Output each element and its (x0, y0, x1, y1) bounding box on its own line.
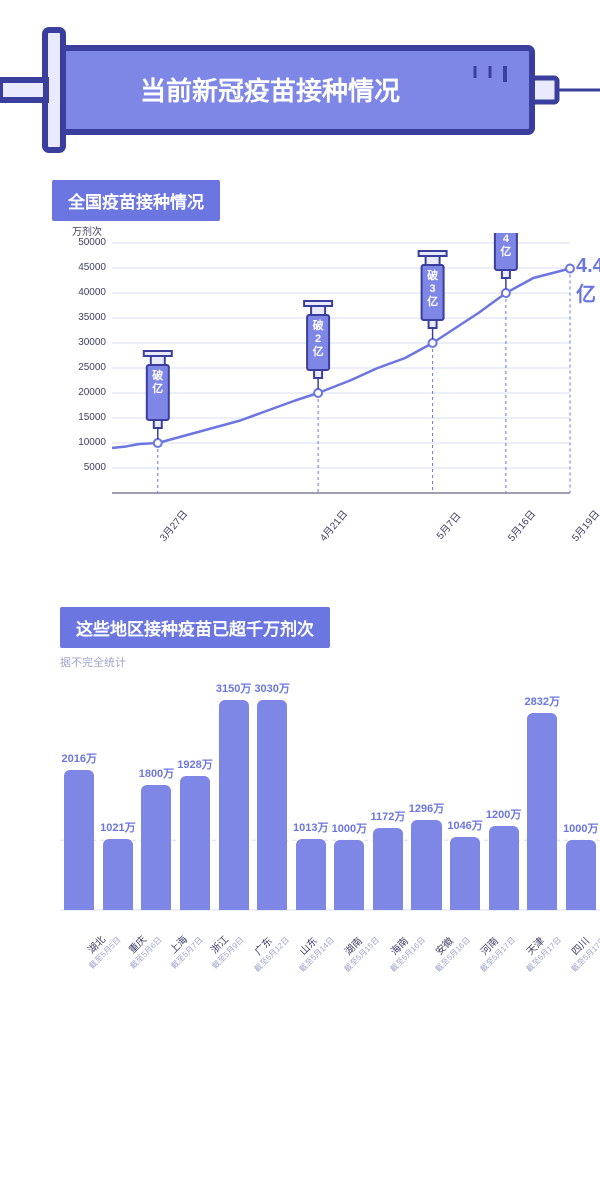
section2-label: 这些地区接种疫苗已超千万剂次 (60, 607, 330, 648)
y-tick-label: 25000 (66, 362, 106, 373)
bar-slot: 1000万 (330, 680, 369, 910)
bar-value-label: 1000万 (332, 820, 367, 836)
y-tick-label: 20000 (66, 387, 106, 398)
svg-text:破: 破 (427, 268, 438, 282)
bar-slot: 1200万 (484, 680, 523, 910)
bar-value-label: 1172万 (370, 808, 405, 824)
bar-value-label: 3030万 (254, 680, 289, 696)
bar-slot: 1296万 (407, 680, 446, 910)
bar (527, 713, 557, 910)
svg-text:破: 破 (313, 318, 324, 332)
page-title: 当前新冠疫苗接种情况 (140, 76, 400, 106)
header-syringe-graphic: 当前新冠疫苗接种情况 (0, 0, 600, 170)
milestone-syringe-icon: 破3亿 (419, 251, 447, 339)
bar (450, 837, 480, 910)
svg-text:亿: 亿 (500, 244, 511, 258)
bar-slot: 2832万 (523, 680, 562, 910)
bar-slot: 1000万 (562, 680, 600, 910)
bar-value-label: 2832万 (524, 693, 559, 709)
regional-bar-chart: 2016万1021万1800万1928万3150万3030万1013万1000万… (60, 680, 600, 1040)
section2-subnote: 据不完全统计 (60, 654, 600, 670)
y-tick-label: 35000 (66, 312, 106, 323)
bar (257, 700, 287, 910)
svg-text:4: 4 (503, 233, 510, 245)
milestone-syringe-icon: 破4亿 (492, 233, 520, 289)
svg-text:亿: 亿 (313, 344, 324, 358)
bar (103, 839, 133, 910)
y-tick-label: 15000 (66, 412, 106, 423)
bar-value-label: 1296万 (409, 800, 444, 816)
bar-value-label: 1046万 (447, 817, 482, 833)
bar (64, 770, 94, 911)
end-value-label: 4.49亿 (576, 255, 600, 307)
milestone-syringe-icon: 破亿 (144, 351, 172, 439)
bar-value-label: 1000万 (563, 820, 598, 836)
y-tick-label: 50000 (66, 237, 106, 248)
bar (566, 840, 596, 910)
svg-text:3: 3 (430, 283, 436, 295)
bar (141, 785, 171, 910)
bar-slot: 1013万 (291, 680, 330, 910)
bar-slot: 3030万 (253, 680, 292, 910)
bar (373, 828, 403, 910)
svg-text:亿: 亿 (152, 381, 163, 395)
bar-x-label: 湖北截至5月5日 (60, 920, 101, 946)
bar-value-label: 2016万 (62, 750, 97, 766)
bar-slot: 1928万 (176, 680, 215, 910)
milestone-syringe-icon: 破2亿 (304, 301, 332, 389)
national-line-chart: 万剂次 破亿破2亿破3亿破4亿 4.49亿 500010000150002000… (60, 227, 580, 567)
y-tick-label: 40000 (66, 287, 106, 298)
header: 当前新冠疫苗接种情况 (0, 0, 600, 170)
bar (296, 839, 326, 910)
y-tick-label: 45000 (66, 262, 106, 273)
bar-value-label: 1928万 (177, 756, 212, 772)
bar-value-label: 3150万 (216, 680, 251, 696)
bar-slot: 1021万 (99, 680, 138, 910)
bar (219, 700, 249, 910)
bar (180, 776, 210, 910)
svg-text:破: 破 (152, 368, 163, 382)
y-tick-label: 30000 (66, 337, 106, 348)
bar-slot: 1172万 (369, 680, 408, 910)
bar-value-label: 1021万 (100, 819, 135, 835)
bar-slot: 1800万 (137, 680, 176, 910)
section1-label: 全国疫苗接种情况 (52, 180, 220, 221)
bar-slot: 3150万 (214, 680, 253, 910)
svg-text:亿: 亿 (427, 294, 438, 308)
y-tick-label: 5000 (66, 462, 106, 473)
bar (489, 826, 519, 910)
bar (334, 840, 364, 910)
bar-value-label: 1800万 (139, 765, 174, 781)
y-tick-label: 10000 (66, 437, 106, 448)
bar-value-label: 1013万 (293, 819, 328, 835)
bar-slot: 2016万 (60, 680, 99, 910)
svg-text:2: 2 (315, 333, 321, 345)
bar-value-label: 1200万 (486, 806, 521, 822)
bar-slot: 1046万 (446, 680, 485, 910)
bar (411, 820, 441, 910)
